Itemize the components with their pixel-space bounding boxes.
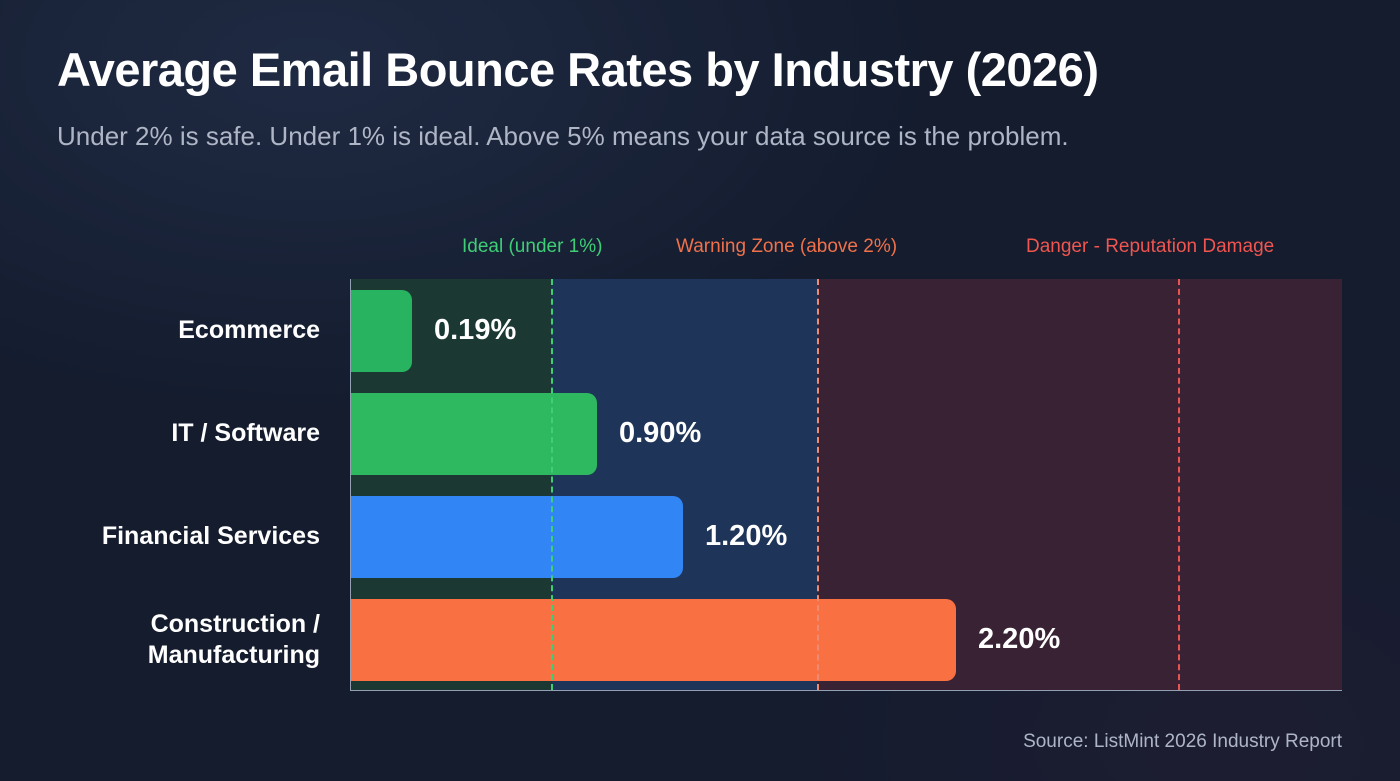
chart-subtitle: Under 2% is safe. Under 1% is ideal. Abo… [57, 121, 1069, 151]
threshold-line-5pct [1178, 279, 1180, 690]
bar-value-label: 1.20% [705, 520, 788, 552]
category-label: Financial Services [0, 485, 320, 588]
y-axis-labels: Ecommerce IT / Software Financial Servic… [0, 279, 338, 691]
bar-financial-services[interactable] [351, 495, 683, 578]
bar-row: 1.20% [351, 485, 1342, 588]
bar-it-software[interactable] [351, 392, 597, 475]
category-label: Construction / Manufacturing [0, 588, 320, 691]
category-label: Ecommerce [0, 279, 320, 382]
category-label-text-2: Manufacturing [147, 640, 320, 669]
bar-row: 0.90% [351, 382, 1342, 485]
bar-row: 0.19% [351, 279, 1342, 382]
plot-area: 0.19% 0.90% 1.20% 2.20% [350, 279, 1342, 691]
category-label-text: IT / Software [171, 419, 320, 448]
bar-value-label: 0.90% [619, 417, 702, 449]
source-note: Source: ListMint 2026 Industry Report [1023, 731, 1342, 752]
bar-value-label: 2.20% [978, 623, 1061, 655]
category-label: IT / Software [0, 382, 320, 485]
zone-legend-ideal: Ideal (under 1%) [462, 236, 603, 257]
bar-ecommerce[interactable] [351, 289, 412, 372]
category-label-text: Ecommerce [178, 316, 320, 345]
zone-legend-danger: Danger - Reputation Damage [1026, 236, 1275, 257]
bar-value-label: 0.19% [434, 314, 517, 346]
zone-bands [351, 279, 1342, 690]
chart-title: Average Email Bounce Rates by Industry (… [57, 43, 1099, 96]
threshold-line-1pct [551, 279, 553, 690]
threshold-line-2pct [817, 279, 819, 690]
zone-legend-warning: Warning Zone (above 2%) [676, 236, 898, 257]
category-label-text: Financial Services [101, 522, 320, 551]
bar-row: 2.20% [351, 588, 1342, 691]
bar-construction-manufacturing[interactable] [351, 598, 956, 681]
category-label-text: Construction / [150, 610, 320, 638]
bar-rows: 0.19% 0.90% 1.20% 2.20% [351, 279, 1342, 690]
